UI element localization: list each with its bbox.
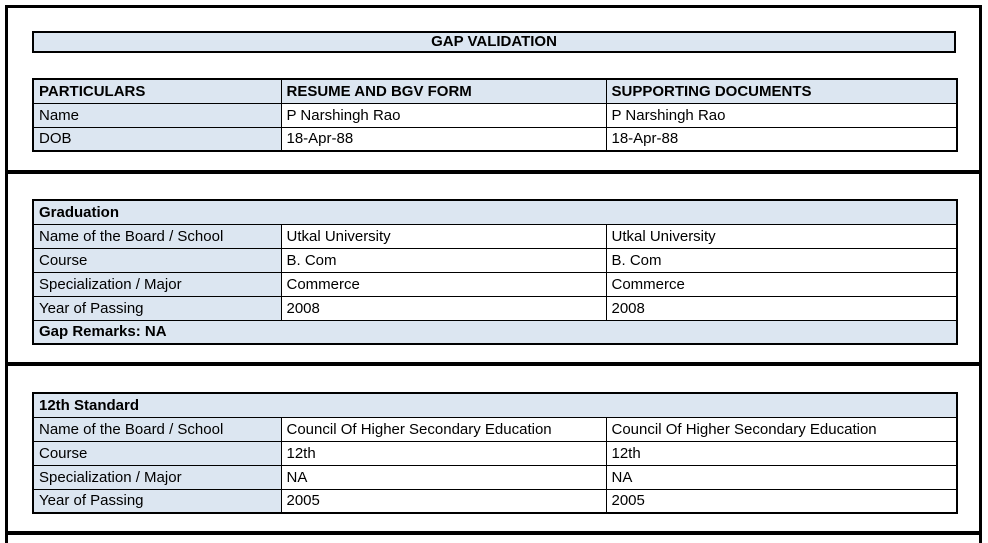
row-label: Year of Passing [32, 295, 282, 321]
column-header-particulars: PARTICULARS [32, 78, 282, 104]
graduation-table: Graduation Name of the Board / School Ut… [32, 199, 958, 345]
row-label: Name [32, 102, 282, 128]
table-row-specialization: Specialization / Major Commerce Commerce [32, 271, 958, 297]
section-heading-row: Graduation [32, 199, 958, 225]
table-row-year-of-passing: Year of Passing 2005 2005 [32, 488, 958, 514]
table-row-board-school: Name of the Board / School Utkal Univers… [32, 223, 958, 249]
page-title: GAP VALIDATION [32, 31, 956, 53]
cell-supporting-value: 2008 [605, 295, 958, 321]
cell-supporting-value: 12th [605, 440, 958, 466]
row-label: Course [32, 247, 282, 273]
cell-resume-value: 2008 [280, 295, 607, 321]
column-header-resume-bgv: RESUME AND BGV FORM [280, 78, 607, 104]
table-row-name: Name P Narshingh Rao P Narshingh Rao [32, 102, 958, 128]
row-label: Course [32, 440, 282, 466]
cell-resume-value: 2005 [280, 488, 607, 514]
column-header-supporting-docs: SUPPORTING DOCUMENTS [605, 78, 958, 104]
row-label: DOB [32, 126, 282, 152]
cell-supporting-value: B. Com [605, 247, 958, 273]
row-label: Name of the Board / School [32, 416, 282, 442]
section-heading: 12th Standard [32, 392, 958, 418]
twelfth-standard-table: 12th Standard Name of the Board / School… [32, 392, 958, 514]
table-row-course: Course B. Com B. Com [32, 247, 958, 273]
cell-resume-value: Council Of Higher Secondary Education [280, 416, 607, 442]
outer-frame [5, 5, 982, 543]
cell-resume-value: B. Com [280, 247, 607, 273]
cell-supporting-value: NA [605, 464, 958, 490]
table-row-course: Course 12th 12th [32, 440, 958, 466]
cell-resume-value: Commerce [280, 271, 607, 297]
section-divider [5, 170, 982, 174]
cell-supporting-value: 18-Apr-88 [605, 126, 958, 152]
cell-supporting-value: Commerce [605, 271, 958, 297]
section-heading: Graduation [32, 199, 958, 225]
gap-remarks-row: Gap Remarks: NA [32, 319, 958, 345]
cell-resume-value: Utkal University [280, 223, 607, 249]
gap-remarks: Gap Remarks: NA [32, 319, 958, 345]
row-label: Year of Passing [32, 488, 282, 514]
section-heading-row: 12th Standard [32, 392, 958, 418]
cell-resume-value: P Narshingh Rao [280, 102, 607, 128]
row-label: Specialization / Major [32, 271, 282, 297]
table-row-year-of-passing: Year of Passing 2008 2008 [32, 295, 958, 321]
cell-supporting-value: 2005 [605, 488, 958, 514]
cell-resume-value: 12th [280, 440, 607, 466]
cell-supporting-value: Council Of Higher Secondary Education [605, 416, 958, 442]
cell-resume-value: NA [280, 464, 607, 490]
table-row-specialization: Specialization / Major NA NA [32, 464, 958, 490]
table-row-board-school: Name of the Board / School Council Of Hi… [32, 416, 958, 442]
row-label: Specialization / Major [32, 464, 282, 490]
section-divider [5, 362, 982, 366]
identity-table: PARTICULARS RESUME AND BGV FORM SUPPORTI… [32, 78, 958, 152]
cell-supporting-value: Utkal University [605, 223, 958, 249]
section-divider [5, 531, 982, 535]
table-header-row: PARTICULARS RESUME AND BGV FORM SUPPORTI… [32, 78, 958, 104]
row-label: Name of the Board / School [32, 223, 282, 249]
cell-resume-value: 18-Apr-88 [280, 126, 607, 152]
cell-supporting-value: P Narshingh Rao [605, 102, 958, 128]
table-row-dob: DOB 18-Apr-88 18-Apr-88 [32, 126, 958, 152]
